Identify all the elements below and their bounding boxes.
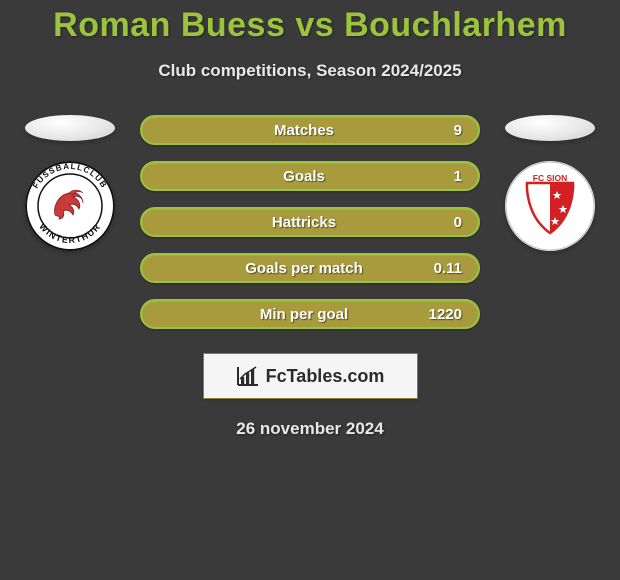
stat-label: Goals per match [188,260,420,277]
bar-chart-icon [236,365,260,387]
stat-label: Hattricks [188,214,420,231]
stat-value: 1 [420,168,462,185]
stat-row: Min per goal 1220 [140,299,480,329]
stat-row: Matches 9 [140,115,480,145]
comparison-layout: FUSSBALLCLUB WINTERTHUR Matches 9 [0,115,620,329]
stat-label: Matches [188,122,420,139]
date-text: 26 november 2024 [0,419,620,439]
stat-value: 1220 [420,306,462,323]
stat-value: 0.11 [420,260,462,277]
left-player-column: FUSSBALLCLUB WINTERTHUR [20,115,120,251]
right-player-headshot [505,115,595,141]
right-player-column: FC SION [500,115,600,251]
right-crest-label: FC SION [533,173,567,183]
source-logo[interactable]: FcTables.com [203,353,418,399]
left-player-headshot [25,115,115,141]
left-club-crest: FUSSBALLCLUB WINTERTHUR [25,161,115,251]
stat-row: Goals per match 0.11 [140,253,480,283]
stat-label: Min per goal [188,306,420,323]
source-logo-text: FcTables.com [266,366,385,387]
stat-value: 0 [420,214,462,231]
stats-column: Matches 9 Goals 1 Hattricks 0 Goals per … [140,115,480,329]
page-title: Roman Buess vs Bouchlarhem [0,6,620,45]
right-club-crest: FC SION [505,161,595,251]
stat-value: 9 [420,122,462,139]
stat-label: Goals [188,168,420,185]
stat-row: Hattricks 0 [140,207,480,237]
stat-row: Goals 1 [140,161,480,191]
subtitle: Club competitions, Season 2024/2025 [0,61,620,81]
